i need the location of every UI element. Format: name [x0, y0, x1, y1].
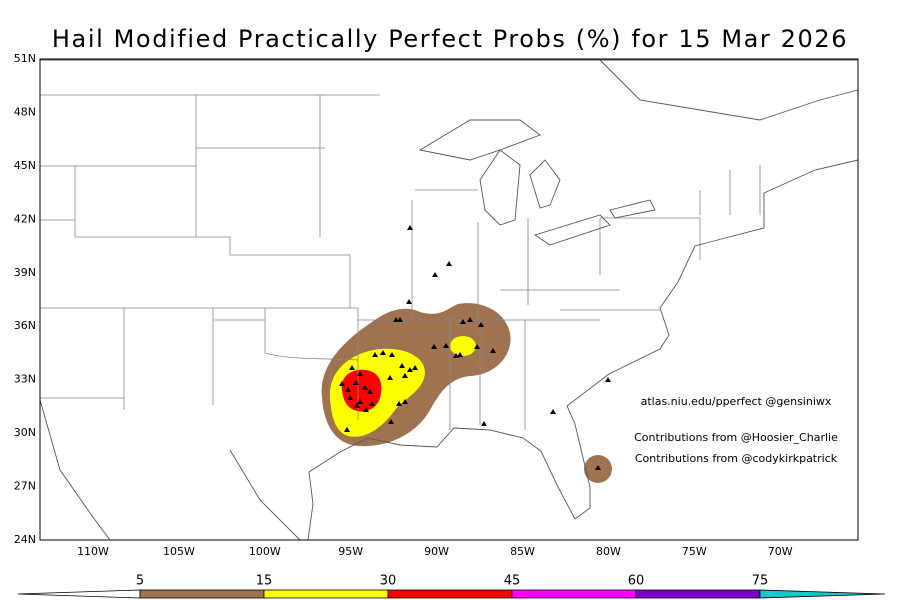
hail-report [399, 363, 405, 368]
hail-report [490, 348, 496, 353]
hail-reports [339, 225, 611, 470]
lon-label: 100W [249, 545, 281, 558]
lat-label: 33N [14, 373, 36, 386]
lon-label: 75W [682, 545, 707, 558]
hail-report [367, 389, 373, 394]
hail-report [460, 319, 466, 324]
lat-label: 36N [14, 319, 36, 332]
lat-label: 39N [14, 266, 36, 279]
hail-report [357, 371, 363, 376]
colorbar-segment [511, 589, 637, 599]
prob-30 [341, 369, 382, 412]
lat-label: 51N [14, 52, 36, 65]
colorbar-label: 5 [136, 574, 144, 589]
hail-report [474, 344, 480, 349]
lon-label: 105W [163, 545, 195, 558]
colorbar-label: 75 [752, 574, 769, 589]
hail-report [595, 465, 601, 470]
hail-report [372, 352, 378, 357]
lat-label: 42N [14, 212, 36, 225]
hail-report [349, 365, 355, 370]
hail-report [354, 403, 360, 408]
colorbar-label: 45 [504, 574, 521, 589]
map-frame [39, 58, 859, 541]
colorbar-label: 30 [380, 574, 397, 589]
hail-report [347, 395, 353, 400]
hail-report [402, 373, 408, 378]
colorbar-label: 15 [256, 574, 273, 589]
probability-contours [321, 303, 612, 483]
lat-label: 48N [14, 105, 36, 118]
hail-report [388, 419, 394, 424]
colorbar-label: 60 [628, 574, 645, 589]
lat-label: 30N [14, 426, 36, 439]
hail-report [446, 261, 452, 266]
hail-report [432, 272, 438, 277]
hail-report [412, 365, 418, 370]
hail-report [380, 350, 386, 355]
lon-label: 85W [510, 545, 535, 558]
colorbar-over [759, 589, 886, 599]
colorbar-segment [387, 589, 513, 599]
hail-report [389, 352, 395, 357]
hail-report [387, 375, 393, 380]
hail-report [443, 343, 449, 348]
hail-report [467, 317, 473, 322]
map-title: Hail Modified Practically Perfect Probs … [52, 25, 848, 53]
boundaries [39, 59, 859, 541]
colorbar-segment [263, 589, 389, 599]
hail-report [396, 401, 402, 406]
hail-report [478, 322, 484, 327]
hail-report [457, 352, 463, 357]
lat-label: 45N [14, 159, 36, 172]
colorbar-segment [635, 589, 761, 599]
hail-report [431, 344, 437, 349]
hail-report [393, 317, 399, 322]
hail-report [339, 381, 345, 386]
hail-report [344, 427, 350, 432]
credit: atlas.niu.edu/pperfect @gensiniwx [641, 395, 832, 408]
lat-label: 27N [14, 480, 36, 493]
credit: Contributions from @Hoosier_Charlie [634, 431, 838, 444]
colorbar-segment [139, 589, 265, 599]
prob-15 [450, 336, 476, 356]
hail-report [407, 367, 413, 372]
credit: Contributions from @codykirkpatrick [635, 452, 838, 465]
hail-report [402, 399, 408, 404]
hail-report [362, 385, 368, 390]
lat-label: 24N [14, 533, 36, 546]
lon-label: 110W [77, 545, 109, 558]
hail-report [345, 387, 351, 392]
lon-label: 70W [768, 545, 793, 558]
lon-label: 80W [596, 545, 621, 558]
hail-report [397, 317, 403, 322]
lon-label: 90W [424, 545, 449, 558]
hail-report [481, 421, 487, 426]
hail-report [407, 225, 413, 230]
hail-report [605, 377, 611, 382]
hail-report [406, 299, 412, 304]
hail-report [353, 380, 359, 385]
hail-report [363, 407, 369, 412]
colorbar-under [17, 589, 141, 599]
hail-report [357, 399, 363, 404]
lon-label: 95W [338, 545, 363, 558]
hail-report [550, 409, 556, 414]
hail-report [369, 401, 375, 406]
